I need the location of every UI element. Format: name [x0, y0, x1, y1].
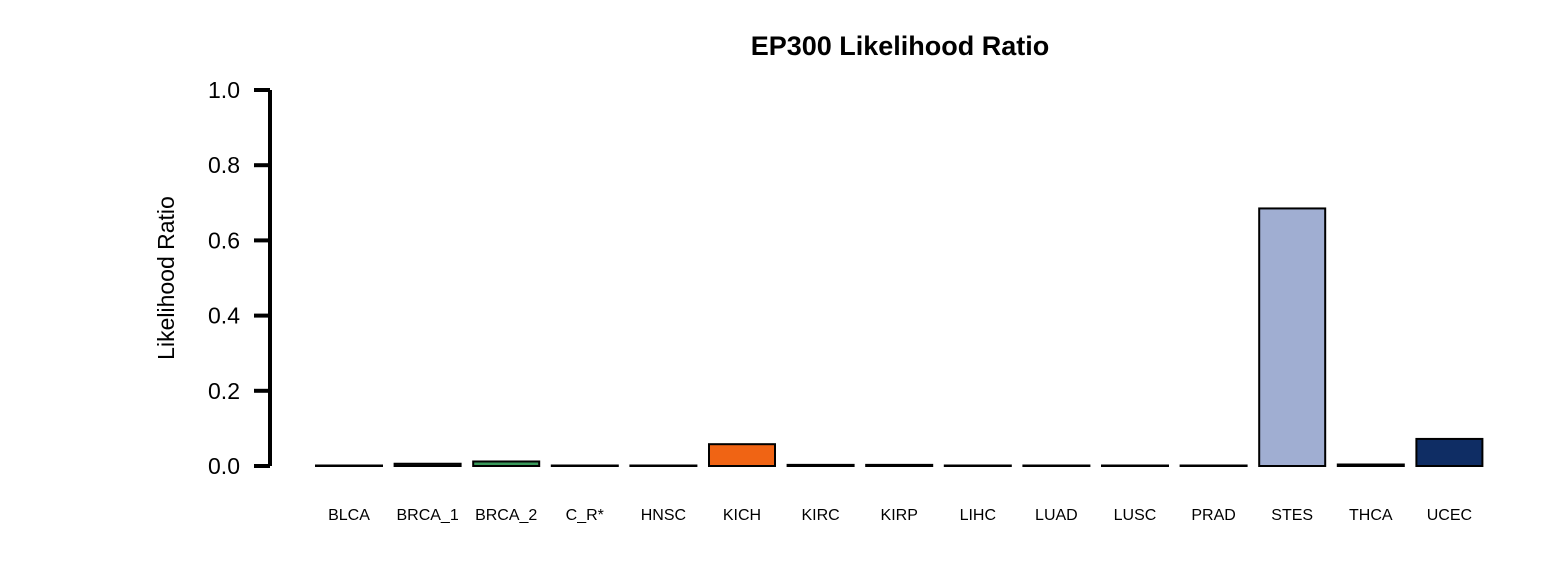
- bar-ucec: [1415, 437, 1484, 468]
- y-tick-label: 0.4: [208, 303, 240, 329]
- x-tick-label: HNSC: [641, 507, 686, 524]
- bar-brca-2: [472, 460, 541, 468]
- x-axis-tick-labels: BLCA BRCA_1 BRCA_2 C_R* HNSC KICH KIRC KIRP LIHC…: [328, 507, 1472, 524]
- bar-c-r: [550, 464, 619, 467]
- x-tick-label: BRCA_2: [475, 507, 537, 524]
- y-tick-label: 0.6: [208, 227, 240, 253]
- bar-luad: [1022, 464, 1091, 467]
- x-tick-label: LIHC: [960, 507, 996, 524]
- bar-lusc: [1101, 464, 1169, 467]
- x-tick-label: LUAD: [1035, 507, 1078, 524]
- bar-kich: [708, 443, 776, 467]
- bar-brca-1: [393, 462, 462, 467]
- bar-lihc: [943, 464, 1012, 467]
- y-axis: 0.0 0.2 0.4 0.6 0.8 1.0: [208, 77, 272, 479]
- bar-kirp: [865, 463, 934, 468]
- x-tick-label: UCEC: [1427, 507, 1472, 524]
- bar-blca: [315, 464, 383, 467]
- y-tick-label: 0.2: [208, 378, 240, 404]
- x-tick-label: THCA: [1349, 507, 1393, 524]
- y-tick-label: 0.8: [208, 152, 240, 178]
- x-tick-label: C_R*: [566, 507, 604, 524]
- x-tick-label: BLCA: [328, 507, 370, 524]
- x-tick-label: PRAD: [1191, 507, 1235, 524]
- bar-hnsc: [629, 464, 698, 467]
- bar-kirc: [786, 463, 855, 468]
- y-tick-label: 0.0: [208, 453, 240, 479]
- bar-prad: [1179, 464, 1248, 467]
- y-axis-label: Likelihood Ratio: [153, 196, 179, 360]
- x-tick-label: LUSC: [1114, 507, 1157, 524]
- x-tick-label: BRCA_1: [396, 507, 458, 524]
- x-tick-label: STES: [1271, 507, 1313, 524]
- chart-title: EP300 Likelihood Ratio: [751, 31, 1050, 61]
- bars: [315, 207, 1484, 468]
- bar-stes: [1258, 207, 1327, 467]
- bar-thca: [1336, 463, 1405, 468]
- x-tick-label: KICH: [723, 507, 761, 524]
- x-tick-label: KIRC: [801, 507, 839, 524]
- y-tick-label: 1.0: [208, 77, 240, 103]
- x-tick-label: KIRP: [881, 507, 918, 524]
